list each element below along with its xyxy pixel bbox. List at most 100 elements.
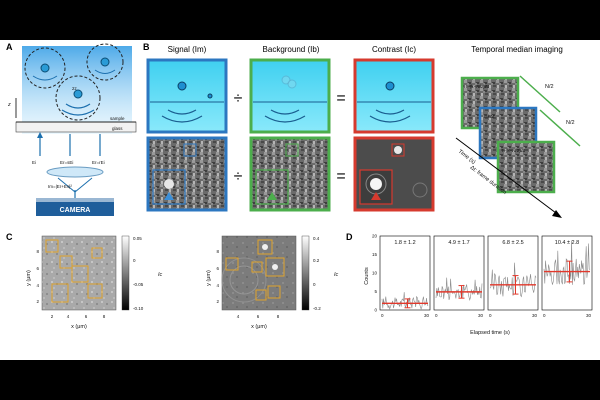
frame-label-front: t−(k−N/2)Δt — [502, 148, 526, 153]
c-right-ytick-3: 6 — [216, 266, 219, 271]
frame-front — [496, 140, 556, 194]
d-ytick-group: 0 5 10 15 20 — [372, 234, 378, 313]
contrast-inset-spot — [370, 178, 382, 190]
c-left-cb-tick-4: -0.10 — [133, 306, 144, 311]
c-right-ytick-2: 4 — [216, 283, 219, 288]
particle-1 — [40, 63, 50, 73]
d-xtick-2-0: 0 — [489, 313, 492, 318]
c-left-xtick-4: 8 — [103, 314, 106, 319]
c-right-colorbar — [301, 235, 310, 311]
contrast-roi — [391, 143, 405, 157]
panel-a-label: A — [6, 42, 13, 52]
time-axis-arrow — [552, 210, 562, 218]
particle-region-1 — [24, 47, 66, 89]
particle-2 — [100, 57, 110, 67]
signal-inset-spot — [164, 179, 174, 189]
c-right-ytick-1: 2 — [216, 299, 219, 304]
c-right-cb-tick-4: -0.2 — [313, 306, 321, 311]
panel-c: C y (μm) x (μm) 2 4 6 8 2 4 6 8 0.05 0 -… — [6, 232, 339, 330]
equals-symbol-top: = — [336, 90, 345, 107]
particle-region-3 — [55, 75, 101, 121]
d-ytick-2: 10 — [372, 271, 378, 276]
scatter-waves — [61, 103, 95, 116]
n-half-arrow-bottom — [539, 109, 581, 147]
bottom-black-band — [0, 360, 600, 400]
signal-waves — [161, 109, 203, 123]
c-right-box-3 — [265, 257, 285, 277]
c-right-image — [221, 235, 297, 311]
camera-sensor — [36, 198, 114, 202]
d-series-label-0: 1.8 ± 1.2 — [394, 240, 415, 246]
d-series-label-2: 6.8 ± 2.5 — [502, 240, 523, 246]
equals-symbol-bottom: = — [336, 168, 345, 185]
n-half-arrow-top — [519, 75, 561, 113]
signal-roi — [183, 143, 197, 157]
d-trace-3 — [543, 240, 591, 285]
er-label: Er=sEi — [60, 160, 73, 165]
contrast-inset-arrow — [371, 192, 381, 200]
signal-title: Signal (Im) — [168, 45, 207, 54]
contrast-title: Contrast (Ic) — [372, 45, 416, 54]
z-axis-label: z — [7, 102, 11, 108]
d-xtick-2-1: 30 — [532, 313, 538, 318]
c-left-xtick-2: 4 — [67, 314, 70, 319]
c-left-image — [41, 235, 117, 311]
c-left-box-4 — [91, 247, 103, 259]
signal-inset-arrow — [164, 192, 174, 200]
figure: A 2z z sample glass Ei Er=sEi Er=rEi Im=… — [6, 42, 593, 336]
c-left-xtick-1: 2 — [51, 314, 54, 319]
c-right-xtick-2: 6 — [257, 314, 260, 319]
d-subplot-frame-1 — [433, 235, 485, 311]
frame-label-back: t−(k+N/2)Δt — [466, 84, 490, 89]
d-ytick-0: 0 — [374, 308, 377, 313]
c-right-cb-tick-3: 0 — [313, 282, 316, 287]
particle-3 — [73, 89, 83, 99]
c-left-colorbar — [121, 235, 130, 311]
c-left-xlabel: x (μm) — [71, 324, 87, 330]
contrast-schematic — [353, 58, 435, 134]
c-left-box-3 — [71, 265, 89, 283]
c-right-box-4 — [225, 257, 239, 271]
c-right-ring-2 — [221, 257, 267, 303]
d-subplot-frame-2 — [487, 235, 539, 311]
c-left-ytick-1: 2 — [36, 299, 39, 304]
c-right-xtick-3: 8 — [277, 314, 280, 319]
background-roi — [285, 143, 299, 157]
d-xlabel: Elapsed time (s) — [470, 330, 510, 336]
panel-b: B Signal (Im) Background (Ib) Contrast (… — [143, 42, 581, 218]
c-right-cb-label: Ic — [334, 272, 339, 278]
c-right-cb-tick-2: 0.2 — [313, 258, 320, 263]
c-left-cb-tick-3: -0.05 — [133, 282, 144, 287]
c-left-ytick-4: 8 — [36, 249, 39, 254]
c-right-xlabel: x (μm) — [251, 324, 267, 330]
panel-a: A 2z z sample glass Ei Er=sEi Er=rEi Im=… — [6, 42, 137, 216]
d-subplot-3: 10.4 ± 2.8 0 30 — [541, 235, 593, 318]
c-right-box-2 — [251, 261, 263, 273]
temporal-stack: t−(k+N/2)Δt t=kΔt t−(k−N/2)Δt N/2 N/2 Ti… — [455, 75, 581, 218]
signal-particle — [177, 81, 187, 91]
c-right-xtick-1: 4 — [237, 314, 240, 319]
sample-label: sample — [110, 116, 125, 121]
c-right-spot-2 — [272, 264, 278, 270]
d-subplot-frame-3 — [541, 235, 593, 311]
background-particle-ghost-2 — [287, 79, 297, 89]
contrast-spot — [394, 146, 402, 154]
d-xtick-0-0: 0 — [381, 313, 384, 318]
d-subplot-1: 4.9 ± 1.7 0 30 — [433, 235, 485, 318]
d-xtick-1-0: 0 — [435, 313, 438, 318]
c-left-ylabel: y (μm) — [26, 270, 32, 286]
c-right-ring-1 — [229, 265, 259, 295]
frame-label-middle: t=kΔt — [484, 114, 495, 119]
camera-box — [36, 202, 114, 216]
temporal-title: Temporal median imaging — [471, 45, 563, 54]
es-label: Er=rEi — [92, 160, 105, 165]
c-left-box-5 — [51, 283, 69, 303]
background-title: Background (Ib) — [263, 45, 320, 54]
panel-c-label: C — [6, 232, 13, 242]
c-left-cb-label: Ic — [158, 272, 163, 278]
camera-label: CAMERA — [60, 207, 91, 214]
c-left-ytick-2: 4 — [36, 283, 39, 288]
c-right-spot-1 — [262, 244, 268, 250]
signal-schematic — [146, 58, 228, 134]
d-ylabel: Counts — [364, 267, 370, 285]
